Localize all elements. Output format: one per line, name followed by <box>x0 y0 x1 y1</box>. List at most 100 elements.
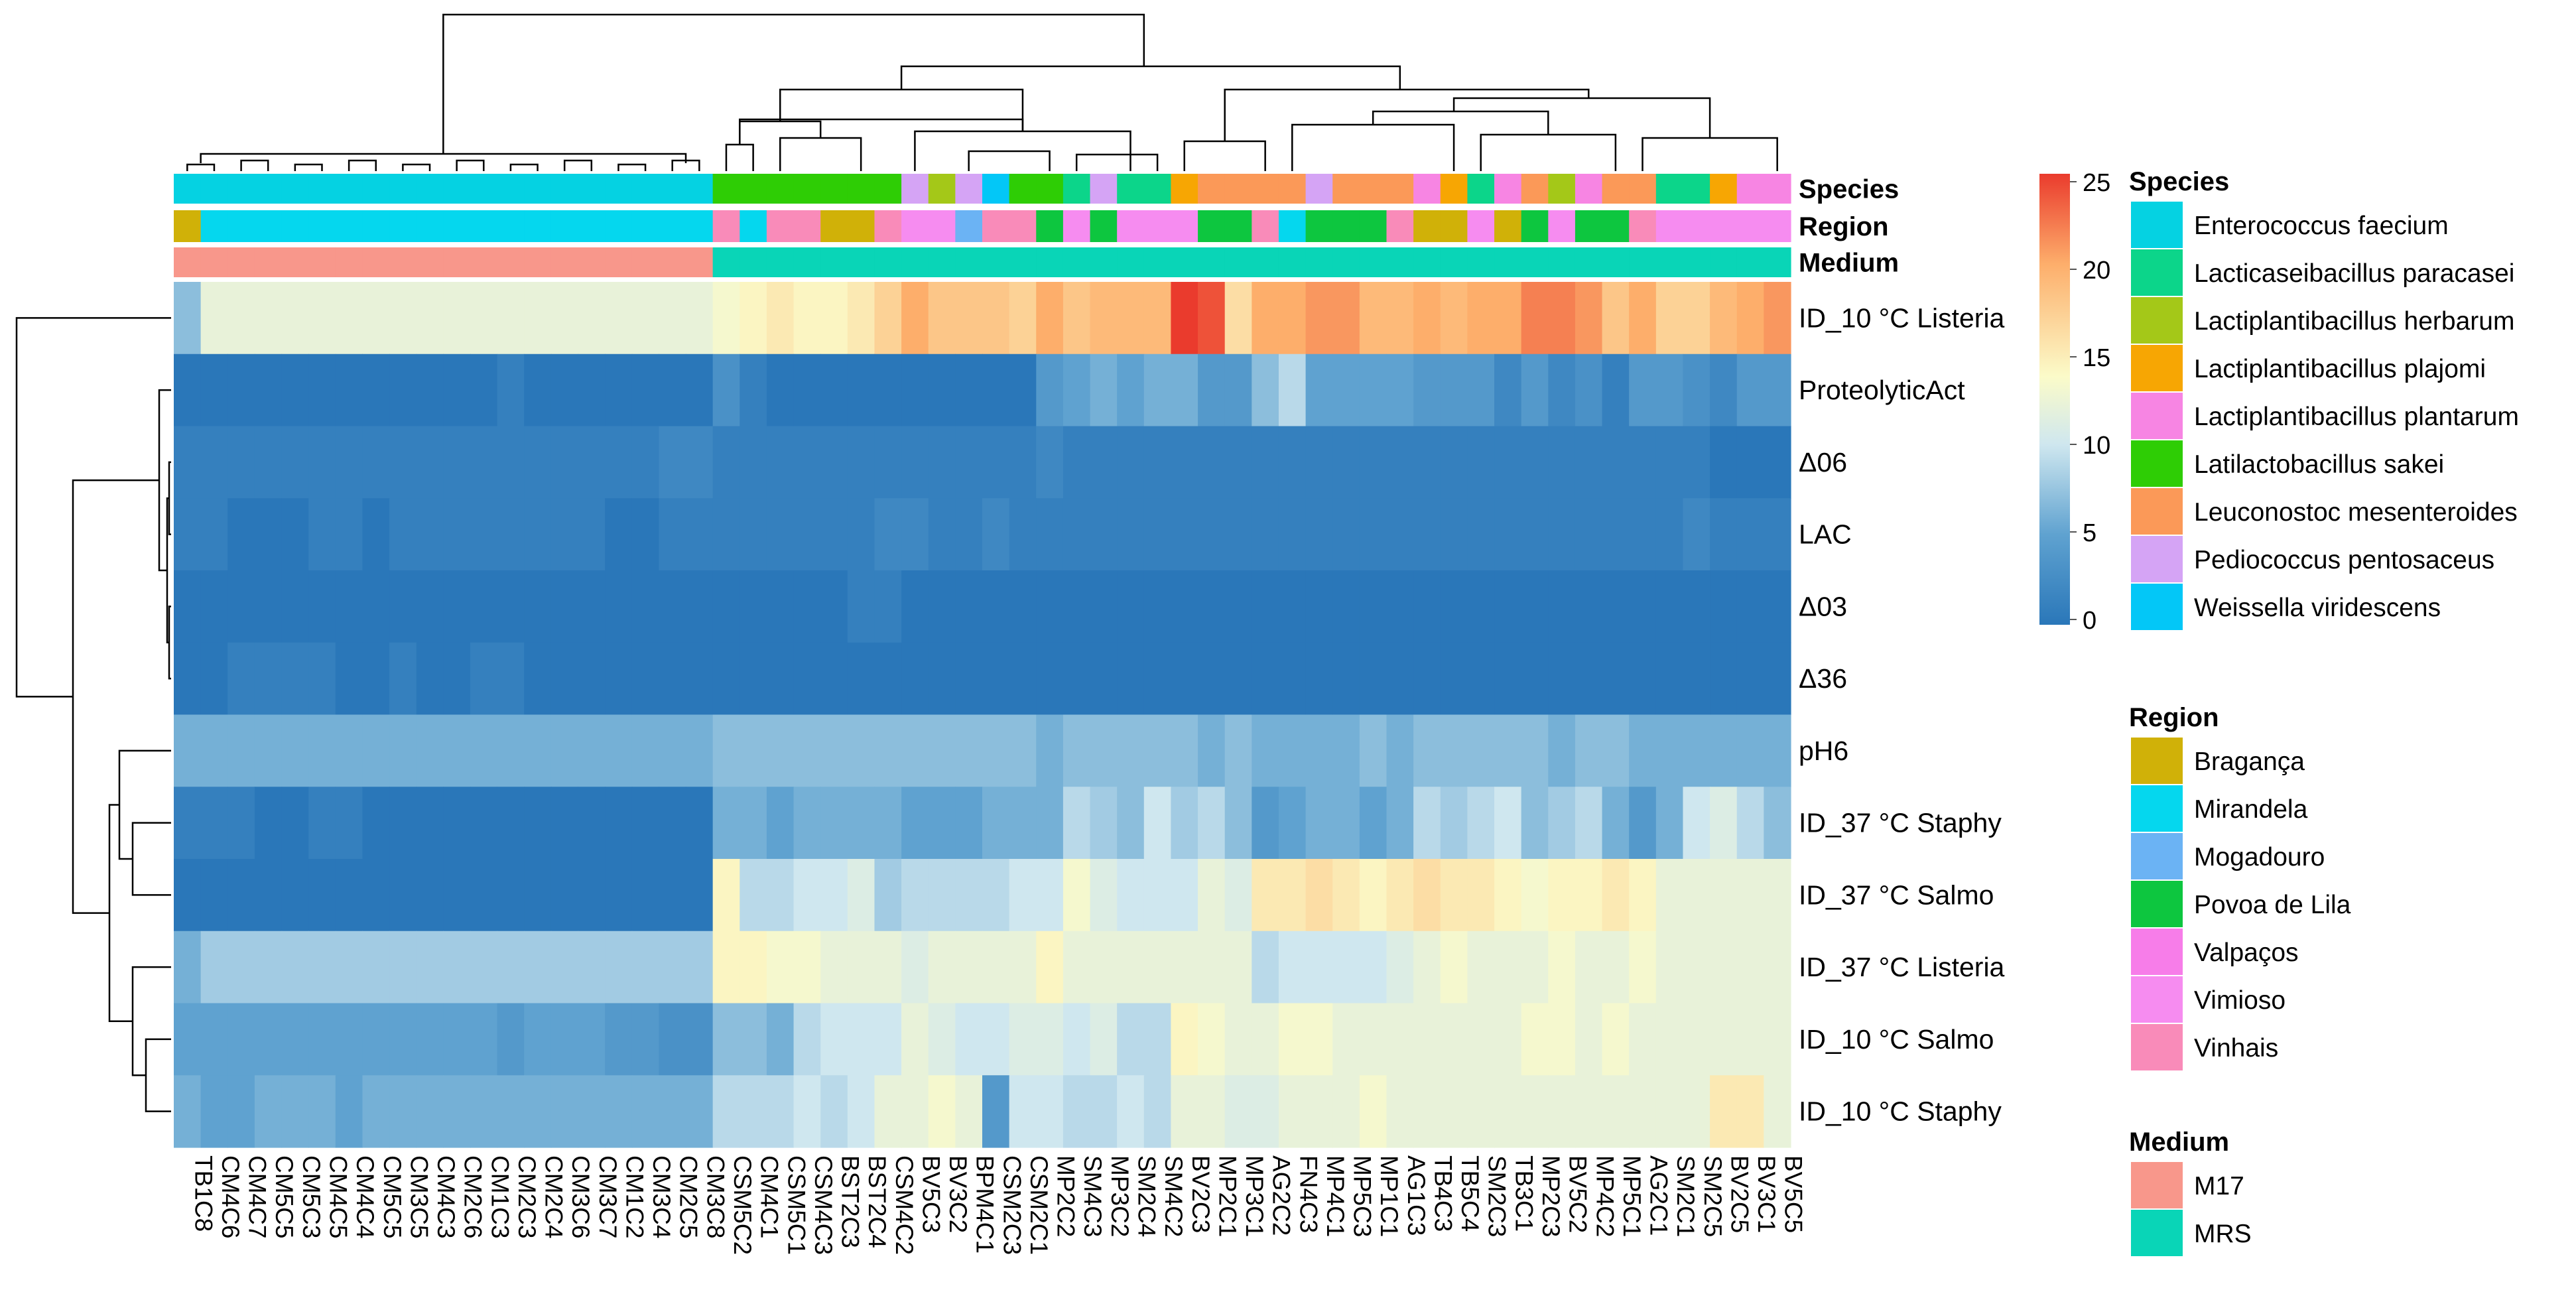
heatmap-cell <box>443 570 471 643</box>
region-annotation-cell <box>1440 210 1468 242</box>
heatmap-cell <box>1252 859 1279 932</box>
legend-swatch <box>2130 296 2184 345</box>
annotation-bars <box>174 174 1791 277</box>
heatmap-cell <box>1063 859 1091 932</box>
medium-annotation-cell <box>1252 247 1279 277</box>
heatmap-cell <box>1602 1075 1630 1148</box>
heatmap-cell <box>1143 282 1172 355</box>
heatmap-cell <box>1305 498 1333 571</box>
dendrogram-branch <box>900 65 1401 90</box>
medium-annotation-cell <box>1548 247 1576 277</box>
heatmap-cell <box>793 787 821 860</box>
colorbar-gradient <box>2039 174 2070 625</box>
heatmap-cell <box>1710 282 1738 355</box>
region-annotation-cell <box>1494 210 1522 242</box>
heatmap-cell <box>1198 426 1226 499</box>
heatmap-cell <box>1332 642 1360 716</box>
heatmap-cell <box>1736 859 1764 932</box>
heatmap-cell <box>227 931 255 1004</box>
heatmap-cell <box>335 282 363 355</box>
region-annotation-cell <box>955 210 983 242</box>
heatmap-cell <box>470 498 498 571</box>
heatmap-cell <box>740 714 767 787</box>
medium-annotation-cell <box>254 247 283 277</box>
heatmap-cell <box>1575 931 1603 1004</box>
heatmap-cell <box>227 498 255 571</box>
column-label: BV2C3 <box>1187 1155 1214 1233</box>
heatmap-cell <box>793 859 821 932</box>
heatmap-cell <box>1575 787 1603 860</box>
heatmap-cell <box>686 426 714 499</box>
heatmap-cell <box>470 1075 498 1148</box>
heatmap-cell <box>1036 642 1064 716</box>
heatmap-cell <box>1764 426 1791 499</box>
heatmap-cell <box>928 787 956 860</box>
heatmap-cell <box>1575 714 1603 787</box>
heatmap-cell <box>659 1003 686 1076</box>
heatmap-cell <box>1063 570 1091 643</box>
species-annotation-cell <box>1090 174 1118 204</box>
heatmap-cell <box>1386 570 1414 643</box>
species-annotation-cell <box>578 174 606 204</box>
heatmap-cell <box>1090 354 1118 427</box>
legend-label: Mogadouro <box>2194 843 2325 871</box>
heatmap-cell <box>1386 714 1414 787</box>
heatmap-cell <box>308 1075 336 1148</box>
heatmap-cell <box>928 642 956 716</box>
heatmap-cell <box>1764 859 1791 932</box>
colorbar-tick-label: 25 <box>2083 169 2110 197</box>
species-annotation-cell <box>227 174 255 204</box>
column-label: MP3C1 <box>1241 1155 1268 1237</box>
heatmap-cell <box>1359 787 1387 860</box>
heatmap-cell <box>1521 859 1549 932</box>
heatmap-cell <box>1063 787 1091 860</box>
heatmap-cell <box>820 787 848 860</box>
heatmap-cell <box>389 787 417 860</box>
heatmap-cell <box>901 426 929 499</box>
heatmap-cell <box>982 570 1010 643</box>
heatmap-cell <box>1278 1075 1307 1148</box>
heatmap-cell <box>1602 787 1630 860</box>
heatmap-cell <box>254 787 283 860</box>
dendrogram-branch <box>15 317 171 698</box>
heatmap-cell <box>443 931 471 1004</box>
region-annotation-cell <box>1171 210 1198 242</box>
heatmap-cell <box>550 859 579 932</box>
heatmap-cell <box>308 714 336 787</box>
heatmap-cell <box>659 426 686 499</box>
heatmap-cell <box>1655 570 1684 643</box>
medium-annotation-cell <box>1655 247 1684 277</box>
heatmap-cell <box>1413 787 1441 860</box>
heatmap-cell <box>1683 642 1710 716</box>
row-label: ProteolyticAct <box>1799 375 1965 405</box>
heatmap-cell <box>497 570 525 643</box>
heatmap-cell <box>712 931 740 1004</box>
heatmap-cell <box>308 1003 336 1076</box>
heatmap-cell <box>712 282 740 355</box>
heatmap-cell <box>1413 1003 1441 1076</box>
heatmap-cell <box>443 354 471 427</box>
heatmap-cell <box>389 354 417 427</box>
dendrogram-branch <box>1480 133 1617 171</box>
column-label: CM4C7 <box>244 1155 271 1238</box>
heatmap-cell <box>1629 1003 1657 1076</box>
heatmap-cell <box>955 498 983 571</box>
heatmap-cell <box>174 1003 202 1076</box>
heatmap-cell <box>200 282 228 355</box>
heatmap-cell <box>1090 931 1118 1004</box>
heatmap-cell <box>1710 498 1738 571</box>
column-label: SM2C1 <box>1672 1155 1699 1237</box>
heatmap-cell <box>686 787 714 860</box>
heatmap-cell <box>1009 1075 1037 1148</box>
heatmap-cell <box>174 642 202 716</box>
heatmap-cell <box>982 714 1010 787</box>
heatmap-cell <box>1278 426 1307 499</box>
legend-label: Lactiplantibacillus plantarum <box>2194 403 2519 431</box>
column-label: BV3C1 <box>1753 1155 1780 1233</box>
heatmap-cell <box>659 714 686 787</box>
heatmap-cell <box>1278 859 1307 932</box>
species-annotation-cell <box>1548 174 1576 204</box>
heatmap-cell <box>362 570 390 643</box>
heatmap-cell <box>362 859 390 932</box>
heatmap-cell <box>955 570 983 643</box>
